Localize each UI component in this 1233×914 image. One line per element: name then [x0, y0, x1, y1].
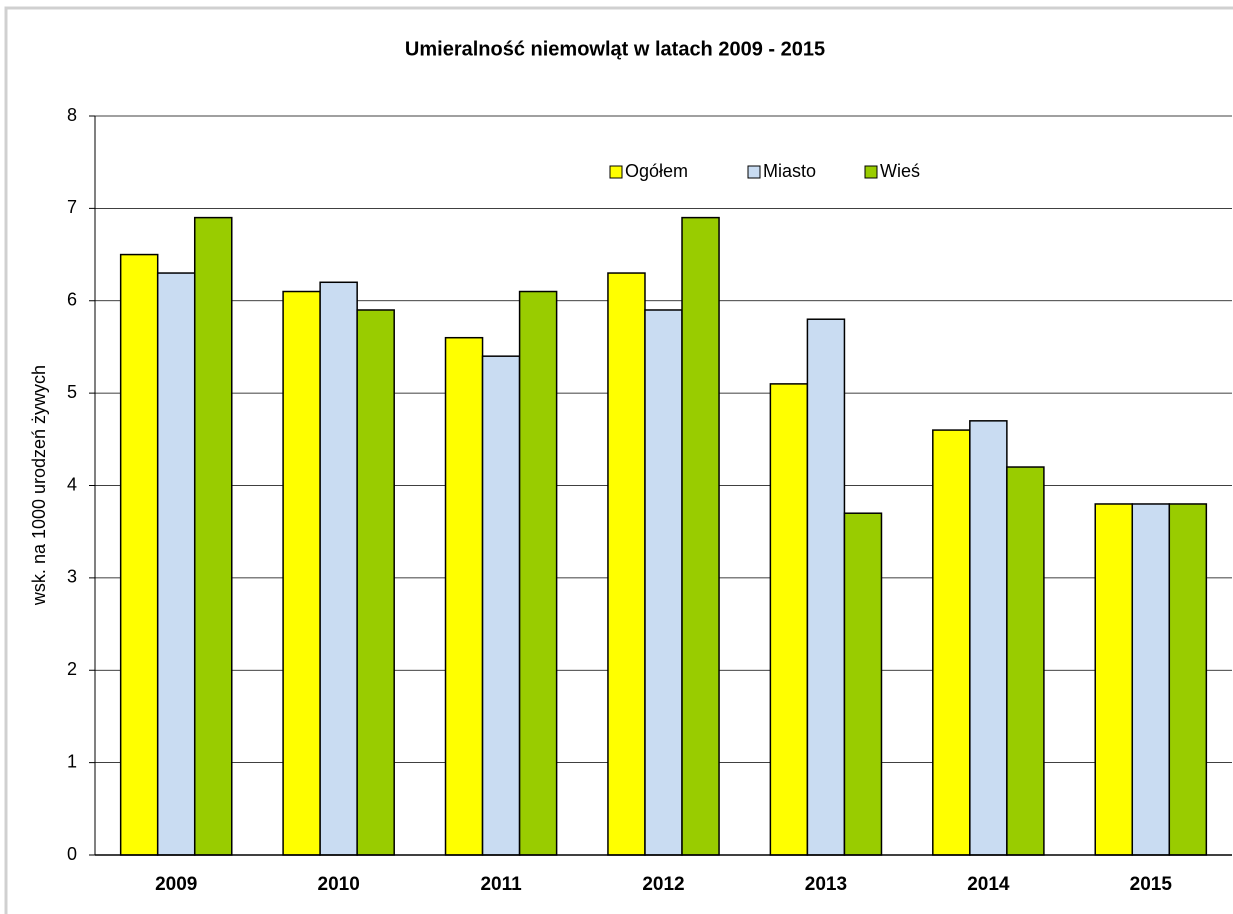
legend-label: Wieś	[880, 161, 920, 181]
x-tick-label: 2013	[805, 874, 847, 895]
y-tick-label: 4	[67, 474, 77, 494]
x-tick-label: 2009	[155, 874, 197, 895]
x-tick-label: 2014	[967, 874, 1010, 895]
bar	[1006, 466, 1045, 856]
bar	[806, 318, 846, 856]
bar	[193, 216, 233, 856]
x-tick-label: 2015	[1130, 874, 1173, 895]
bar	[1168, 503, 1208, 856]
legend-swatch	[864, 165, 878, 179]
chart-title: Umieralność niemowląt w latach 2009 - 20…	[405, 38, 825, 60]
bar	[319, 281, 358, 856]
bar	[932, 429, 971, 856]
bar	[607, 272, 646, 856]
y-tick-label: 8	[67, 105, 77, 125]
bar	[644, 309, 683, 856]
y-tick-label: 5	[67, 382, 77, 402]
legend-swatch	[609, 165, 623, 179]
x-tick-label: 2011	[480, 874, 522, 895]
legend-box	[580, 146, 970, 198]
y-tick-label: 1	[67, 751, 77, 771]
bar	[282, 290, 321, 856]
x-tick-label: 2010	[318, 874, 360, 895]
y-tick-label: 6	[67, 290, 77, 310]
bar	[444, 336, 484, 856]
bar	[681, 216, 720, 856]
y-tick-label: 7	[67, 197, 77, 217]
legend-swatch	[747, 165, 761, 179]
legend-label: Miasto	[763, 161, 816, 181]
bar	[156, 272, 196, 856]
bar	[1094, 503, 1134, 856]
bar	[481, 355, 521, 856]
y-tick-label: 3	[67, 567, 77, 587]
bar	[969, 420, 1008, 856]
bar	[119, 253, 159, 856]
y-tick-label: 0	[67, 844, 77, 864]
y-axis-label: wsk. na 1000 urodzeń żywych	[29, 365, 49, 606]
bar	[1131, 503, 1171, 856]
bar	[356, 309, 395, 856]
bar	[518, 290, 558, 856]
legend-label: Ogółem	[625, 161, 688, 181]
y-tick-label: 2	[67, 659, 77, 679]
x-tick-label: 2012	[642, 874, 684, 895]
bar	[843, 512, 883, 856]
bar	[769, 383, 809, 856]
